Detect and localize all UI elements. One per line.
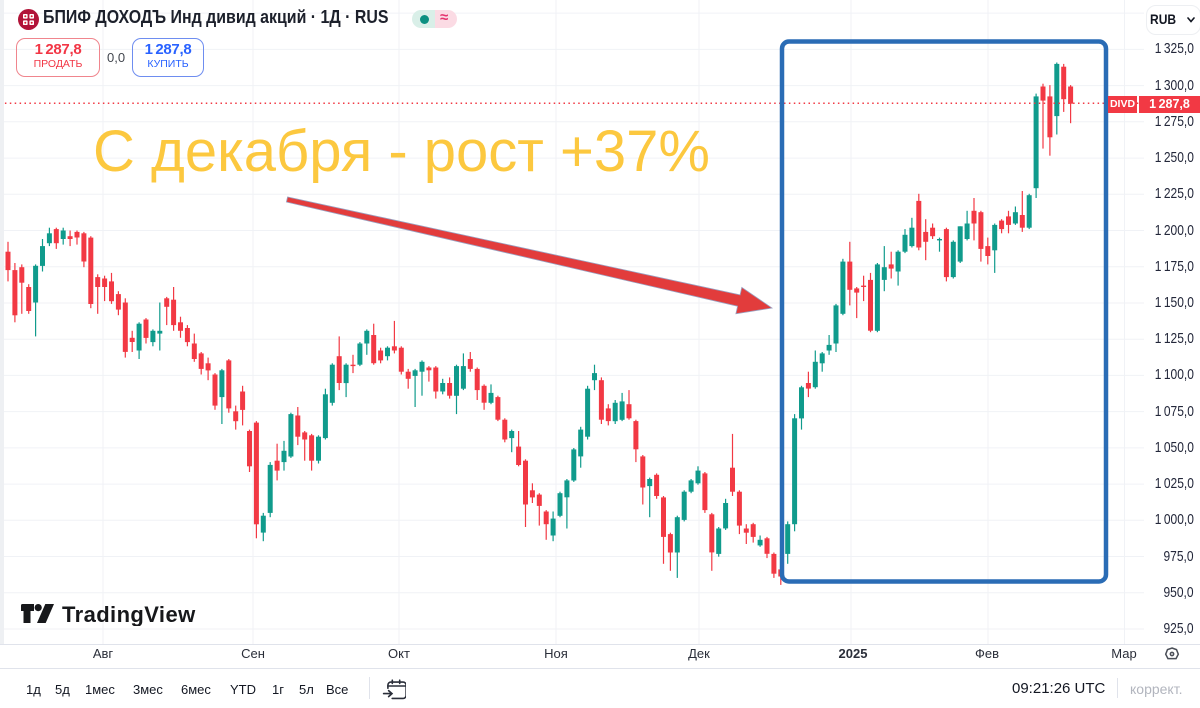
svg-text:TradingView: TradingView [62, 604, 196, 626]
